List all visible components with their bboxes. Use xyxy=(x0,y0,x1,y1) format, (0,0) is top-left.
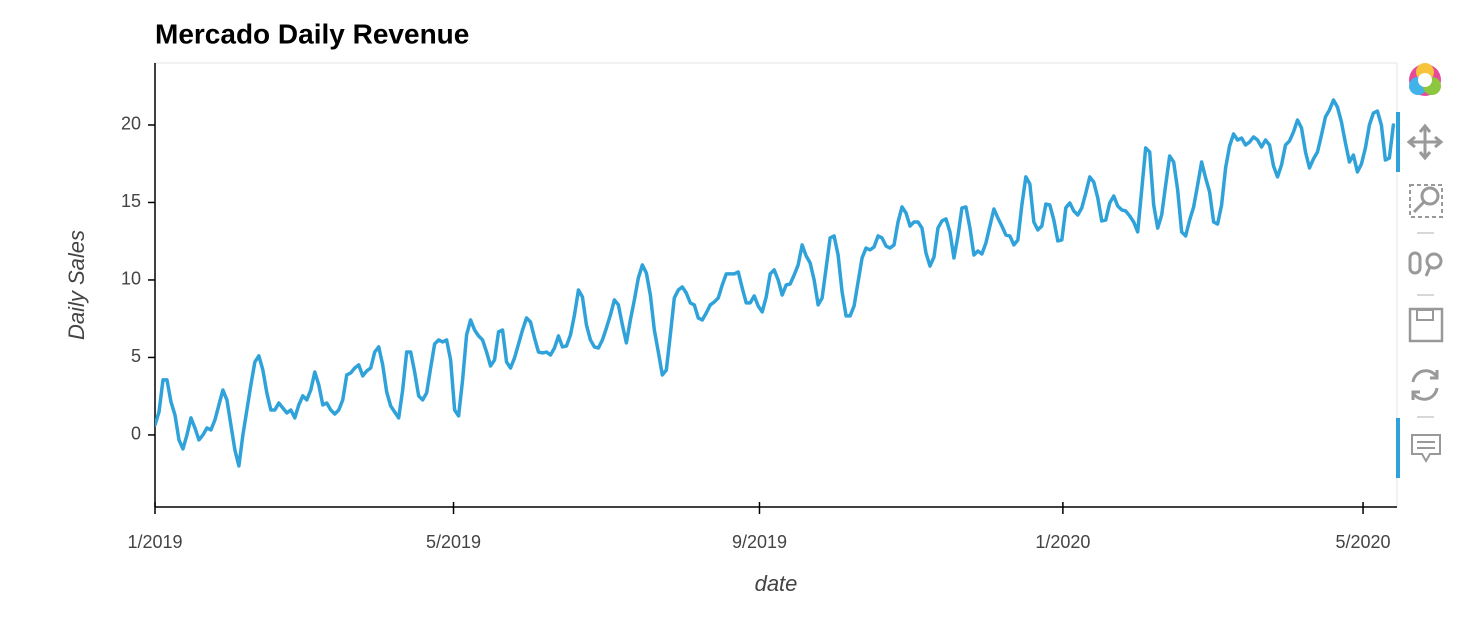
y-axis-label: Daily Sales xyxy=(64,230,89,340)
bokeh-logo[interactable] xyxy=(1409,63,1441,96)
box-zoom-tool[interactable] xyxy=(1409,184,1443,218)
wheel-zoom-tool[interactable] xyxy=(1408,251,1443,277)
y-tick-label: 15 xyxy=(121,191,141,211)
x-axis-label: date xyxy=(755,571,798,596)
toolbar xyxy=(1396,63,1444,478)
y-tick-label: 20 xyxy=(121,114,141,134)
save-tool[interactable] xyxy=(1408,307,1444,343)
active-indicator xyxy=(1396,112,1400,172)
x-tick-label: 1/2019 xyxy=(127,532,182,552)
x-tick-label: 1/2020 xyxy=(1035,532,1090,552)
pan-tool[interactable] xyxy=(1406,123,1444,161)
y-tick-label: 0 xyxy=(131,424,141,444)
x-tick-label: 9/2019 xyxy=(732,532,787,552)
chart-title: Mercado Daily Revenue xyxy=(155,18,469,49)
hover-tool[interactable] xyxy=(1411,434,1441,464)
plot-area xyxy=(155,98,1396,468)
reset-tool[interactable] xyxy=(1411,369,1439,401)
x-tick-label: 5/2019 xyxy=(426,532,481,552)
x-tick-label: 5/2020 xyxy=(1336,532,1391,552)
plot-frame xyxy=(154,62,1398,508)
y-tick-label: 10 xyxy=(121,269,141,289)
active-indicator xyxy=(1396,418,1400,478)
data-line xyxy=(155,98,1396,468)
y-tick-label: 5 xyxy=(131,346,141,366)
